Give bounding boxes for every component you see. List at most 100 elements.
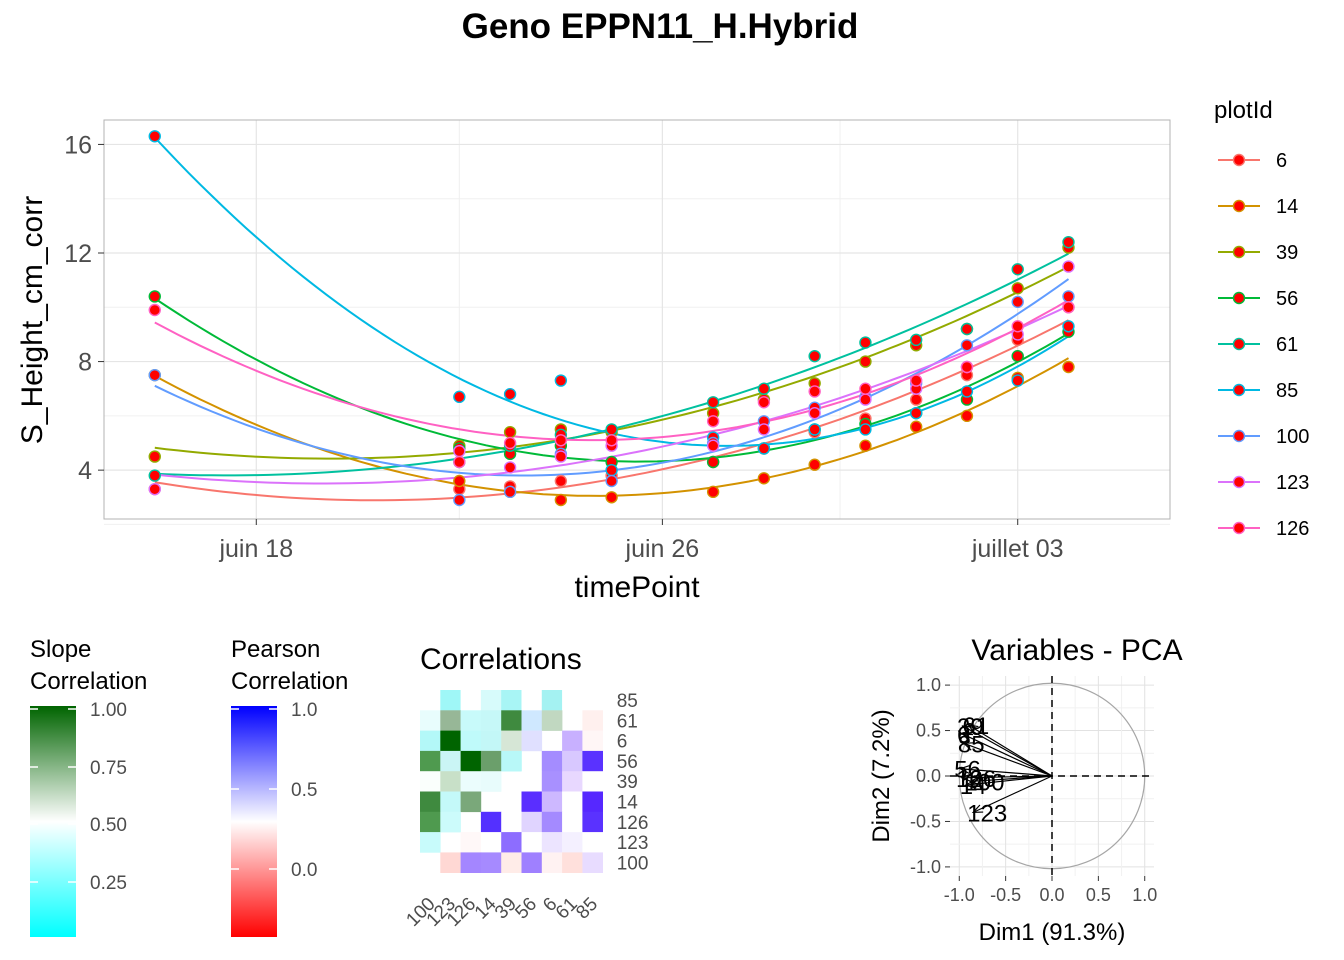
pca-vector-85: 85 (958, 731, 1053, 777)
data-point-14 (605, 491, 618, 504)
colorbar-tick-label: 0.25 (90, 873, 127, 894)
line-chart-panel-border (103, 119, 1171, 520)
y-tick-label: 16 (64, 131, 92, 159)
data-point-123 (503, 461, 517, 474)
data-point-39 (148, 450, 161, 463)
data-point-126 (757, 396, 771, 409)
heatmap-cell (501, 730, 522, 752)
heatmap-cell (562, 852, 583, 873)
legend-item-6: 6 (1218, 150, 1287, 172)
data-point-85 (909, 406, 923, 420)
data-point-100 (148, 368, 161, 382)
heatmap-row-label: 14 (617, 793, 639, 814)
heatmap-cell (541, 771, 563, 792)
pca-vector-label: 61 (963, 713, 990, 740)
pca-vector-arrowhead (962, 742, 974, 751)
legend-label: 56 (1276, 288, 1298, 310)
pca-title: Variables - PCA (971, 634, 1182, 667)
heatmap-cell (562, 690, 583, 711)
heatmap-cell (521, 832, 543, 853)
heatmap-cell (420, 791, 441, 813)
y-axis-label: S_Height_cm_corr (16, 196, 49, 444)
colorbar-tick-label: 0.0 (291, 860, 317, 881)
data-point-61 (859, 336, 872, 349)
heatmap-cell (460, 710, 482, 731)
y-tick-label: 8 (78, 349, 92, 377)
data-point-14 (757, 472, 771, 485)
legend-label: 85 (1276, 380, 1298, 402)
pearson-legend-title-line1: Pearson (231, 636, 320, 663)
data-point-61 (909, 333, 923, 347)
heatmap-cell (521, 791, 543, 813)
data-point-61 (1011, 263, 1024, 276)
heatmap-cell (541, 811, 563, 833)
pca-y-tick-label: 0.0 (916, 766, 941, 786)
data-point-14 (808, 458, 821, 471)
heatmap-cell (521, 710, 543, 731)
heatmap-cell (562, 771, 583, 792)
data-point-6 (554, 474, 568, 488)
colorbar-tick-label: 0.5 (291, 780, 317, 801)
legend-key-point (1232, 475, 1246, 489)
slope-legend-title-line1: Slope (30, 636, 91, 663)
heatmap-cell (562, 791, 583, 813)
pearson-correlation-legend: Pearson Correlation 1.0 0.5 0.0 (231, 636, 348, 937)
data-point-100 (503, 485, 517, 499)
pca-vector-123: 123 (967, 775, 1053, 827)
data-point-61 (808, 349, 821, 363)
data-point-126 (605, 434, 618, 447)
heatmap-cell (501, 811, 522, 833)
heatmap-row-label: 100 (617, 853, 649, 874)
heatmap-cell (420, 771, 441, 792)
heatmap-cell (582, 771, 603, 792)
pca-vector-label: 85 (958, 731, 985, 758)
pca-vector-arrowhead (961, 733, 973, 743)
heatmap-cell (541, 710, 563, 731)
data-point-100 (960, 339, 974, 352)
data-point-126 (960, 360, 974, 374)
heatmap-cell (420, 690, 441, 711)
colorbar-tick-label: 0.75 (90, 758, 127, 779)
legend-item-126: 126 (1218, 518, 1309, 540)
data-point-14 (706, 485, 720, 499)
heatmap-cell (582, 852, 603, 873)
pearson-legend-title-line2: Correlation (231, 668, 348, 695)
heatmap-cell (420, 750, 441, 772)
heatmap-cell (562, 730, 583, 752)
heatmap-cell (480, 750, 502, 772)
heatmap-row-label: 56 (617, 752, 638, 773)
legend-key-point (1232, 429, 1246, 443)
legend-item-56: 56 (1218, 288, 1298, 310)
heatmap-row-label: 39 (617, 772, 638, 793)
data-point-85 (859, 423, 872, 436)
data-point-85 (1062, 320, 1075, 333)
data-point-126 (1062, 301, 1075, 314)
y-tick-label: 4 (78, 457, 92, 485)
line-chart: 4 8 12 16 juin 18 juin 26 juillet 03 timePoin… (16, 119, 1171, 604)
plot-legend: plotId 6 14 39 56 61 85 100 123 126 (1214, 97, 1309, 540)
x-tick-label: juin 18 (218, 535, 293, 563)
heatmap-cell (440, 710, 461, 731)
heatmap-cell (480, 771, 502, 792)
x-axis-ticks: juin 18 juin 26 juillet 03 (218, 519, 1064, 563)
legend-item-14: 14 (1218, 196, 1298, 218)
pca-vector-arrowhead (968, 776, 981, 786)
pca-vector-label: 14 (960, 773, 987, 800)
data-point-14 (453, 474, 466, 488)
pca-x-tick-label: 1.0 (1132, 885, 1157, 905)
data-point-126 (909, 374, 923, 387)
data-point-39 (503, 425, 517, 439)
heatmap-cell (562, 750, 583, 772)
heatmap-cell (480, 811, 502, 833)
heatmap-cell (460, 832, 482, 853)
heatmap-cell (480, 730, 502, 752)
data-point-61 (148, 469, 161, 482)
data-point-123 (148, 482, 161, 496)
pca-vector-line (962, 725, 1053, 777)
pca-vector-line (970, 775, 1053, 783)
x-tick-label: juin 26 (625, 535, 700, 563)
data-point-123 (808, 406, 821, 420)
heatmap-row-label: 61 (617, 711, 638, 732)
heatmap-cell (521, 730, 543, 752)
